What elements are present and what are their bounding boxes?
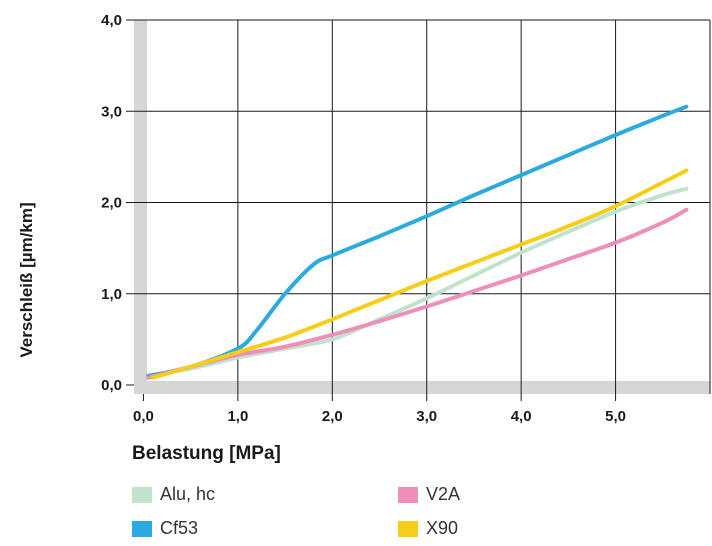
legend-label: V2A: [426, 484, 461, 504]
legend-label: X90: [426, 518, 459, 538]
series-line-cf53: [146, 104, 689, 378]
tick-labels: 0,0 1,0 2,0 3,0 4,0 5,0 0,0 1,0 2,0 3,0 4,0: [101, 12, 626, 425]
legend-item-x90: X90: [398, 518, 458, 539]
x-tick-label: 5,0: [605, 408, 626, 425]
grid: [126, 19, 711, 401]
legend-item-alu-hc: Alu, hc: [132, 484, 215, 505]
x-axis-band: [134, 381, 710, 394]
series-line-v2a: [146, 207, 689, 380]
legend-item-v2a: V2A: [398, 484, 460, 505]
x-tick-label: 2,0: [322, 408, 343, 425]
x-tick-label: 3,0: [416, 408, 437, 425]
y-tick-label: 2,0: [101, 195, 122, 212]
legend-swatch: [132, 486, 152, 503]
legend-swatch: [398, 520, 418, 537]
legend: Alu, hc Cf53 V2A X90: [132, 484, 532, 544]
y-tick-label: 3,0: [101, 103, 122, 120]
x-tick-label: 1,0: [227, 408, 248, 425]
x-tick-label: 0,0: [133, 408, 154, 425]
y-axis-title: Verschleiß [µm/km]: [17, 202, 36, 357]
legend-item-cf53: Cf53: [132, 518, 198, 539]
legend-label: Alu, hc: [160, 484, 216, 504]
series-line-x90: [150, 168, 689, 380]
chart: 0,0 1,0 2,0 3,0 4,0 5,0 0,0 1,0 2,0 3,0 4,0 Belast…: [17, 12, 711, 464]
x-tick-label: 4,0: [511, 408, 532, 425]
legend-swatch: [398, 486, 418, 503]
y-tick-label: 4,0: [101, 12, 122, 29]
legend-label: Cf53: [160, 518, 199, 538]
legend-swatch: [132, 520, 152, 537]
y-tick-label: 1,0: [101, 286, 122, 303]
x-axis-title: Belastung [MPa]: [132, 443, 281, 464]
series-line-alu-hc: [146, 186, 689, 378]
y-tick-label: 0,0: [101, 377, 122, 394]
series-lines: [146, 104, 689, 380]
y-axis-band: [134, 20, 147, 394]
